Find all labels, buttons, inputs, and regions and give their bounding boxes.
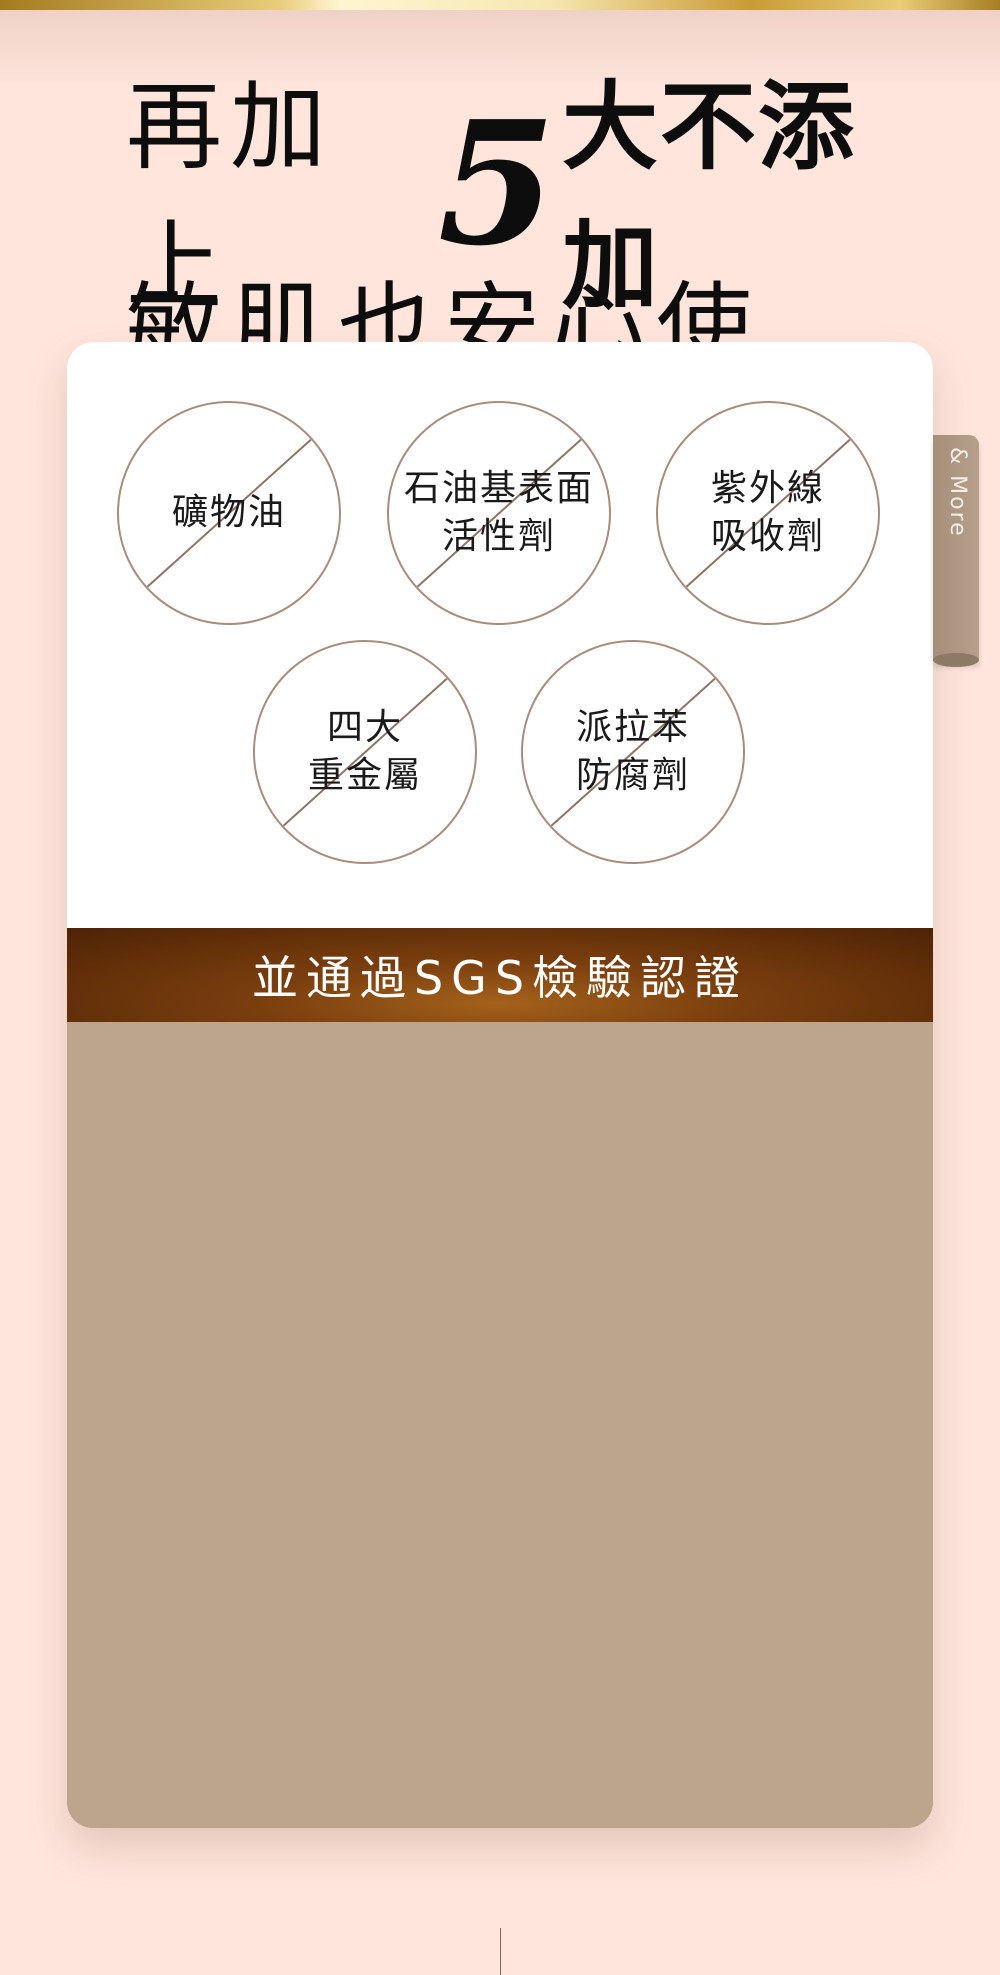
headline-prefix: 再加上 <box>126 71 334 322</box>
free-from-item-surfactant: 石油基表面 活性劑 <box>387 401 611 625</box>
free-from-label: 四大 重金屬 <box>307 707 422 796</box>
sgs-banner-text: 並通過SGS檢驗認證 <box>251 951 749 1005</box>
top-gold-bar <box>0 0 1000 10</box>
more-side-tab[interactable]: & More <box>933 435 979 667</box>
free-from-label: 派拉苯 防腐劑 <box>575 707 690 796</box>
side-tab-curl <box>933 653 979 667</box>
top-shadow <box>0 10 1000 90</box>
headline-number: 5 <box>437 84 556 284</box>
free-from-label: 礦物油 <box>171 492 286 533</box>
free-from-item-uv-absorber: 紫外線 吸收劑 <box>656 401 880 625</box>
scroll-indicator-line <box>500 1928 501 1975</box>
free-from-label: 石油基表面 活性劑 <box>403 468 594 557</box>
free-from-item-paraben: 派拉苯 防腐劑 <box>521 640 745 864</box>
free-from-item-mineral-oil: 礦物油 <box>117 401 341 625</box>
headline-line1: 再加上 5 大不添加 <box>126 71 946 322</box>
sgs-banner: 並通過SGS檢驗認證 <box>67 928 933 1022</box>
free-from-label: 紫外線 吸收劑 <box>710 468 825 557</box>
headline-suffix: 大不添加 <box>561 71 856 322</box>
card-white-panel: 礦物油 石油基表面 活性劑 紫外線 吸收劑 四大 重金屬 派拉苯 防腐劑 <box>67 342 933 928</box>
free-from-item-heavy-metals: 四大 重金屬 <box>253 640 477 864</box>
free-from-card: 礦物油 石油基表面 活性劑 紫外線 吸收劑 四大 重金屬 派拉苯 防腐劑 並通過… <box>67 342 933 1828</box>
more-side-tab-label: & More <box>945 447 970 538</box>
